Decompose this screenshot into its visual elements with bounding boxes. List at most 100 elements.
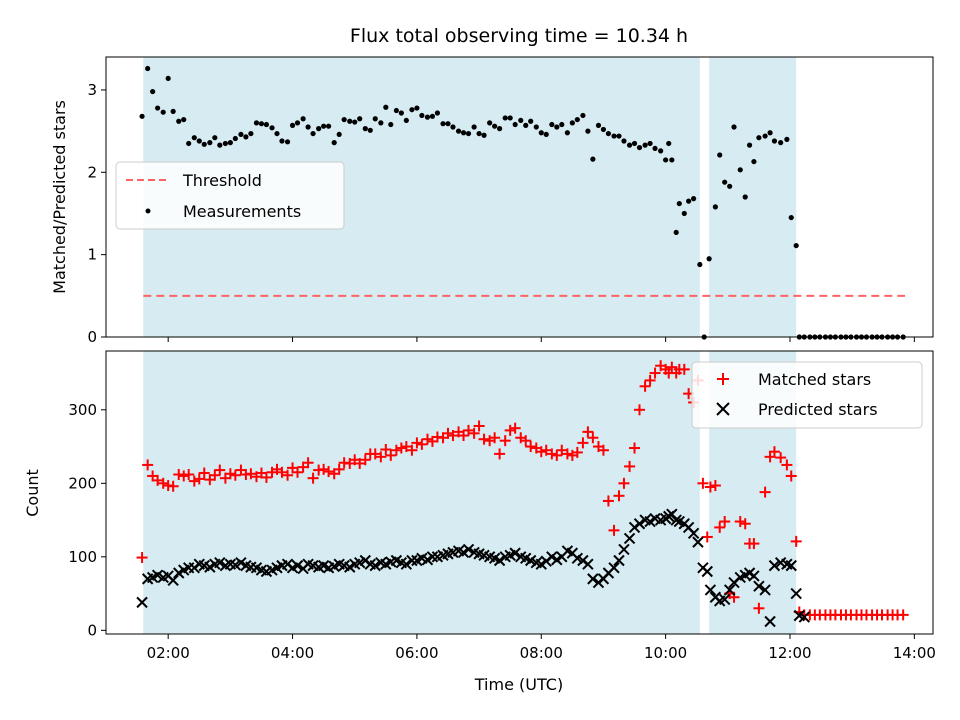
measurement-point xyxy=(717,152,723,158)
measurement-point xyxy=(590,156,596,162)
matched-star-point xyxy=(416,438,428,450)
matched-star-point xyxy=(556,444,568,456)
predicted-star-point xyxy=(608,562,620,574)
predicted-star-point xyxy=(509,547,521,559)
measurement-point xyxy=(554,124,560,130)
measurement-point xyxy=(742,194,748,200)
measurement-point xyxy=(697,261,703,268)
measurement-point xyxy=(445,121,451,127)
bottom-y-ticks: 0 100 200 300 xyxy=(68,401,106,639)
matched-star-point xyxy=(644,374,656,386)
measurement-point xyxy=(289,122,296,128)
measurement-point xyxy=(155,105,161,111)
measurement-point xyxy=(706,256,712,262)
matched-star-point xyxy=(709,480,721,492)
measurement-point xyxy=(722,179,728,185)
measurement-point xyxy=(658,148,664,154)
measurement-point xyxy=(352,119,358,125)
top-axes-frame xyxy=(105,56,934,338)
matched-star-point xyxy=(666,361,678,373)
matched-star-point xyxy=(759,486,771,498)
measurement-point xyxy=(611,133,617,139)
legend-measurements-swatch xyxy=(145,208,151,214)
matched-star-point xyxy=(571,446,583,458)
matched-star-point xyxy=(307,472,319,484)
measurement-point xyxy=(424,114,431,120)
measurement-point xyxy=(647,140,653,147)
matched-star-point xyxy=(697,477,709,489)
measurement-point xyxy=(492,123,498,129)
matched-star-point xyxy=(624,460,636,472)
measurement-point xyxy=(778,140,784,146)
matched-star-point xyxy=(380,443,392,455)
predicted-star-point xyxy=(692,536,704,548)
predicted-star-point xyxy=(704,584,717,596)
measurement-point xyxy=(186,140,192,147)
matched-star-point xyxy=(318,463,330,475)
matched-star-point xyxy=(499,435,511,447)
predicted-star-point xyxy=(687,527,700,540)
bottom-legend-box xyxy=(691,361,923,429)
predicted-star-point xyxy=(582,558,594,570)
measurement-point xyxy=(274,130,280,137)
measurement-point xyxy=(652,145,658,152)
matched-star-point xyxy=(390,444,402,456)
measurement-point xyxy=(543,131,549,138)
measurement-point xyxy=(487,120,493,126)
measurement-point xyxy=(326,123,332,129)
measurement-point xyxy=(712,204,718,210)
measurement-point xyxy=(300,116,306,122)
matched-star-point xyxy=(136,552,148,564)
shaded-interval xyxy=(709,57,797,337)
measurement-point xyxy=(419,112,425,119)
matched-star-point xyxy=(375,451,387,463)
measurement-point xyxy=(673,229,679,236)
x-tick-label: 10:00 xyxy=(644,644,687,662)
matched-star-point xyxy=(183,468,195,480)
measurement-point xyxy=(528,118,534,124)
measurement-point xyxy=(533,124,539,130)
measurement-point xyxy=(336,131,342,138)
matched-star-point xyxy=(714,521,726,533)
measurement-point xyxy=(305,124,311,130)
predicted-star-point xyxy=(214,556,226,569)
predicted-star-point xyxy=(785,559,797,572)
matched-star-point xyxy=(369,448,381,460)
y-tick-label: 1 xyxy=(87,246,97,264)
measurement-point xyxy=(727,183,733,189)
matched-star-point xyxy=(577,437,589,449)
measurement-point xyxy=(481,132,487,138)
measurement-point xyxy=(585,128,591,134)
matched-star-point xyxy=(395,442,407,454)
measurement-point xyxy=(388,121,394,128)
measurement-point xyxy=(434,110,441,116)
matched-star-point xyxy=(753,602,765,614)
measurement-point xyxy=(196,138,202,144)
matched-star-point xyxy=(473,420,485,432)
x-tick-label: 06:00 xyxy=(395,644,438,662)
x-tick-label: 02:00 xyxy=(147,644,190,662)
matched-star-point xyxy=(193,473,205,485)
matched-star-point xyxy=(188,475,200,487)
measurement-point xyxy=(212,135,218,141)
matched-star-point xyxy=(489,432,501,444)
matched-star-point xyxy=(535,446,547,458)
measurement-point xyxy=(538,130,544,136)
measurement-point xyxy=(465,130,472,137)
measurement-point xyxy=(243,134,249,140)
matched-star-point xyxy=(282,469,294,481)
matched-star-point xyxy=(468,427,480,439)
measurement-point xyxy=(279,138,285,144)
y-tick-label: 3 xyxy=(87,81,97,99)
matched-star-point xyxy=(613,490,625,502)
matched-star-point xyxy=(781,459,793,471)
measurement-point xyxy=(253,120,260,126)
measurement-point xyxy=(507,115,513,121)
measurement-point xyxy=(403,117,409,124)
measurement-point xyxy=(631,140,638,147)
measurement-point xyxy=(476,130,482,137)
legend-predicted-label: Predicted stars xyxy=(758,400,878,419)
matched-star-point xyxy=(167,480,179,492)
measurement-point xyxy=(321,123,327,129)
matched-star-point xyxy=(602,495,614,507)
